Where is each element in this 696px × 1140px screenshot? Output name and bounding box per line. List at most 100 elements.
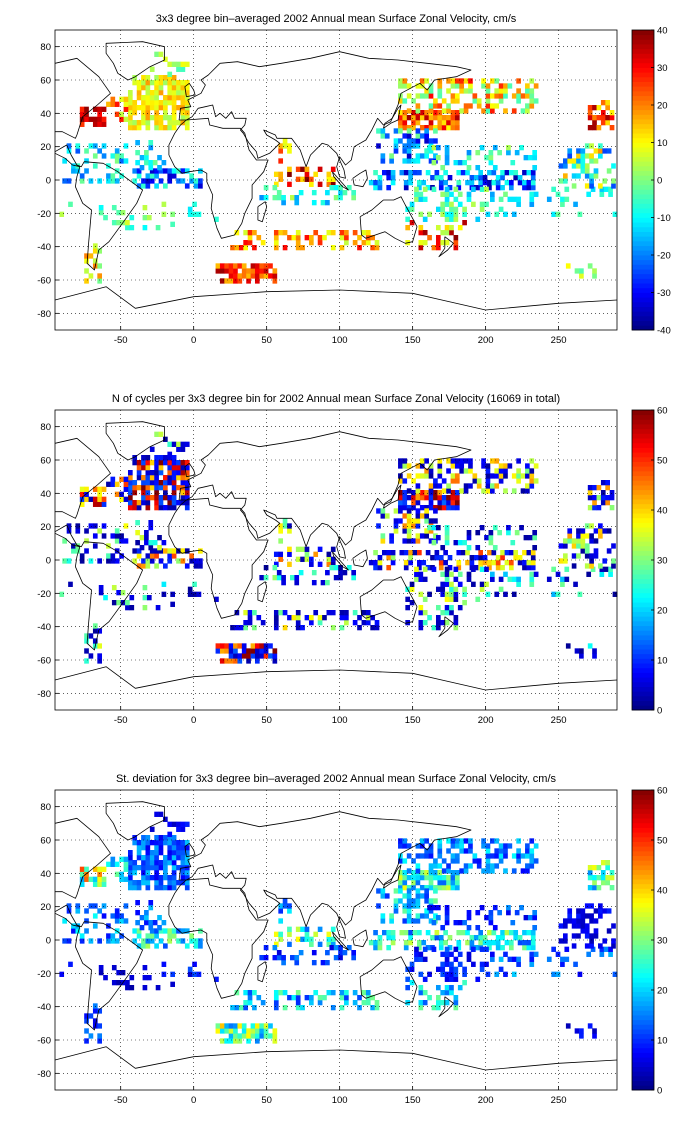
- heatmap-cell: [450, 478, 456, 484]
- heatmap-cell: [84, 496, 89, 502]
- heatmap-cell: [294, 575, 300, 581]
- heatmap-cell: [598, 153, 603, 159]
- heatmap-cell: [456, 560, 462, 566]
- heatmap-cell: [243, 990, 248, 996]
- heatmap-cell: [485, 473, 491, 479]
- heatmap-cell: [238, 1005, 244, 1011]
- heatmap-cell: [180, 840, 186, 846]
- heatmap-cell: [167, 475, 173, 481]
- heatmap-cell: [586, 191, 592, 197]
- heatmap-cell: [438, 940, 444, 946]
- heatmap-cell: [517, 940, 523, 946]
- heatmap-cell: [468, 463, 473, 469]
- heatmap-cell: [142, 225, 148, 231]
- heatmap-cell: [517, 555, 523, 561]
- heatmap-cell: [219, 1028, 225, 1034]
- heatmap-cell: [141, 860, 146, 866]
- heatmap-cell: [487, 940, 492, 946]
- heatmap-cell: [393, 528, 399, 534]
- heatmap-cell: [508, 560, 514, 566]
- heatmap-cell: [511, 196, 517, 202]
- heatmap-cell: [526, 930, 532, 936]
- heatmap-cell: [304, 931, 310, 937]
- heatmap-cell: [136, 505, 142, 511]
- heatmap-cell: [500, 175, 505, 181]
- heatmap-cell: [498, 478, 504, 484]
- heatmap-cell: [84, 486, 89, 492]
- heatmap-cell: [145, 95, 151, 101]
- heatmap-cell: [555, 571, 561, 577]
- heatmap-cell: [149, 105, 155, 111]
- colorbar-segment: [632, 508, 654, 514]
- heatmap-cell: [263, 648, 269, 654]
- heatmap-cell: [154, 850, 159, 856]
- heatmap-cell: [468, 848, 473, 854]
- heatmap-cell: [155, 985, 161, 991]
- heatmap-cell: [608, 186, 613, 192]
- colorbar-tick-label: 20: [657, 606, 668, 617]
- heatmap-cell: [97, 881, 103, 887]
- colorbar-segment: [632, 564, 654, 570]
- heatmap-cell: [469, 555, 475, 561]
- heatmap-cell: [529, 838, 535, 844]
- heatmap-cells: [59, 811, 618, 1044]
- heatmap-cell: [529, 88, 535, 94]
- heatmap-cell: [198, 558, 203, 564]
- heatmap-cell: [529, 581, 535, 587]
- colorbar-segment: [632, 555, 654, 561]
- heatmap-cell: [393, 143, 399, 149]
- heatmap-cell: [167, 880, 173, 886]
- heatmap-cell: [145, 100, 151, 106]
- heatmap-cell: [408, 175, 413, 181]
- heatmap-cell: [370, 1005, 375, 1011]
- coastline: [359, 576, 418, 624]
- heatmap-cell: [456, 550, 462, 556]
- heatmap-cell: [193, 178, 199, 184]
- heatmap-cell: [184, 505, 190, 511]
- heatmap-cell: [71, 923, 76, 929]
- gridlines: [55, 30, 617, 330]
- heatmap-cell: [522, 930, 527, 936]
- heatmap-cell: [405, 216, 411, 222]
- heatmap-cell: [424, 93, 429, 99]
- heatmap-cell: [490, 571, 495, 577]
- heatmap-cell: [97, 111, 103, 117]
- heatmap-cell: [163, 475, 168, 481]
- heatmap-cell: [304, 176, 310, 182]
- heatmap-cell: [114, 861, 120, 867]
- heatmap-cell: [167, 125, 173, 131]
- heatmap-cell: [525, 463, 530, 469]
- heatmap-cell: [84, 491, 89, 497]
- heatmap-cell: [485, 103, 491, 109]
- heatmap-cell: [145, 455, 151, 461]
- heatmap-cell: [161, 971, 167, 977]
- heatmap-cell: [119, 933, 124, 939]
- heatmap-cell: [268, 653, 273, 659]
- heatmap-cell: [418, 990, 424, 996]
- x-tick-label: 200: [478, 1095, 494, 1106]
- heatmap-cell: [437, 78, 443, 84]
- heatmap-cell: [406, 898, 412, 904]
- heatmap-cell: [453, 540, 459, 546]
- heatmap-cell: [567, 533, 573, 539]
- heatmap-cell: [440, 211, 446, 217]
- heatmap-cell: [184, 61, 190, 67]
- heatmap-cell: [527, 915, 533, 921]
- heatmap-cell: [167, 441, 173, 447]
- heatmap-cell: [180, 548, 186, 554]
- heatmap-cell: [560, 576, 565, 582]
- heatmap-cell: [84, 278, 89, 284]
- heatmap-cell: [254, 648, 260, 654]
- heatmap-cell: [184, 870, 190, 876]
- heatmap-cell: [476, 863, 482, 869]
- heatmap-cell: [485, 858, 491, 864]
- heatmap-cell: [463, 488, 469, 494]
- heatmap-cell: [408, 555, 413, 561]
- heatmap-cell: [427, 525, 432, 531]
- heatmap-cell: [513, 170, 519, 176]
- heatmap-cell: [507, 576, 513, 582]
- heatmap-cell: [424, 153, 429, 159]
- heatmap-cell: [481, 868, 486, 874]
- heatmap-cell: [154, 95, 159, 101]
- heatmap-cell: [171, 933, 177, 939]
